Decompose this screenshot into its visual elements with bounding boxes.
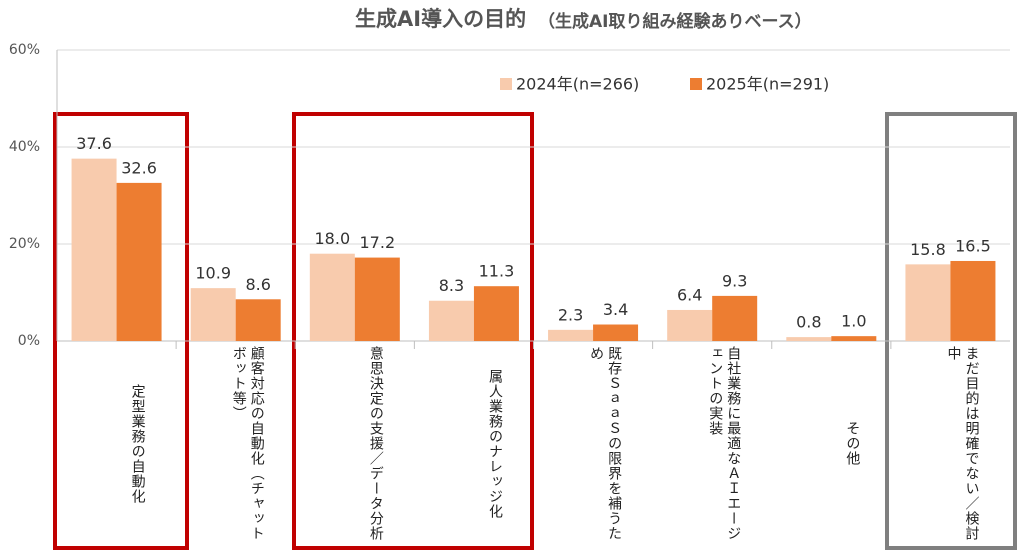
value-label: 11.3 <box>479 262 515 281</box>
bar <box>786 337 832 341</box>
x-tick-label-box: 意思決定の支援／データ分析 <box>367 346 384 541</box>
value-label: 2.3 <box>558 305 583 324</box>
legend-label: 2025年(n=291) <box>706 75 829 94</box>
x-tick-label: 定型業務の自動化 <box>129 383 146 504</box>
x-tick-label: 属人業務のナレッジ化 <box>486 368 503 519</box>
value-label: 10.9 <box>195 264 231 283</box>
y-tick-label: 20% <box>9 236 40 252</box>
bar <box>712 295 758 341</box>
x-tick-label: 顧客対応の自動化（チャットボット等） <box>230 346 265 541</box>
x-tick-label: 自社業務に最適なＡＩエージェントの実装 <box>707 346 742 541</box>
legend-swatch <box>500 78 512 90</box>
bar <box>905 264 951 341</box>
value-label: 3.4 <box>603 300 628 319</box>
value-label: 8.6 <box>245 275 270 294</box>
y-tick-label: 0% <box>18 333 40 349</box>
legend-label: 2024年(n=266) <box>516 75 639 94</box>
value-label: 0.8 <box>796 313 821 332</box>
x-tick-label-box: 既存ＳａａＳの限界を補うため <box>588 346 623 541</box>
bar <box>235 299 281 341</box>
x-tick-label: 既存ＳａａＳの限界を補うため <box>588 346 623 541</box>
bar <box>71 158 117 341</box>
x-tick-label-box: 自社業務に最適なＡＩエージェントの実装 <box>707 346 742 541</box>
bar <box>667 309 713 341</box>
value-label: 32.6 <box>121 158 157 177</box>
x-tick-label-box: まだ目的は明確でない／検討中 <box>945 346 980 541</box>
x-tick-label-box: 顧客対応の自動化（チャットボット等） <box>230 346 265 541</box>
x-tick-label: まだ目的は明確でない／検討中 <box>945 346 980 541</box>
chart-title: 生成AI導入の目的 <box>355 7 526 31</box>
bar <box>473 286 519 341</box>
value-label: 17.2 <box>360 233 396 252</box>
highlight-box <box>53 112 189 550</box>
bar <box>190 288 236 341</box>
x-tick-label: 意思決定の支援／データ分析 <box>367 346 384 541</box>
highlight-box <box>885 112 1017 550</box>
x-tick-label-box: その他 <box>844 421 861 466</box>
value-label: 37.6 <box>76 134 112 153</box>
highlight-box <box>292 112 534 550</box>
bar <box>593 324 639 341</box>
value-label: 18.0 <box>315 229 351 248</box>
y-tick-label: 60% <box>9 42 40 58</box>
bar <box>950 260 996 341</box>
legend-swatch <box>690 78 702 90</box>
bar <box>116 182 162 341</box>
value-label: 16.5 <box>955 236 991 255</box>
x-tick-label-box: 属人業務のナレッジ化 <box>486 368 503 519</box>
y-tick-label: 40% <box>9 139 40 155</box>
bar <box>309 253 355 341</box>
bar <box>831 336 877 341</box>
value-label: 1.0 <box>841 312 866 331</box>
chart-subtitle: （生成AI取り組み経験ありベース） <box>538 11 812 32</box>
value-label: 9.3 <box>722 271 747 290</box>
value-label: 15.8 <box>910 240 946 259</box>
bar <box>428 300 474 341</box>
x-tick-label-box: 定型業務の自動化 <box>129 383 146 504</box>
bar <box>354 257 400 341</box>
value-label: 6.4 <box>677 285 702 304</box>
bar <box>548 329 594 341</box>
value-label: 8.3 <box>439 276 464 295</box>
x-tick-label: その他 <box>844 421 861 466</box>
